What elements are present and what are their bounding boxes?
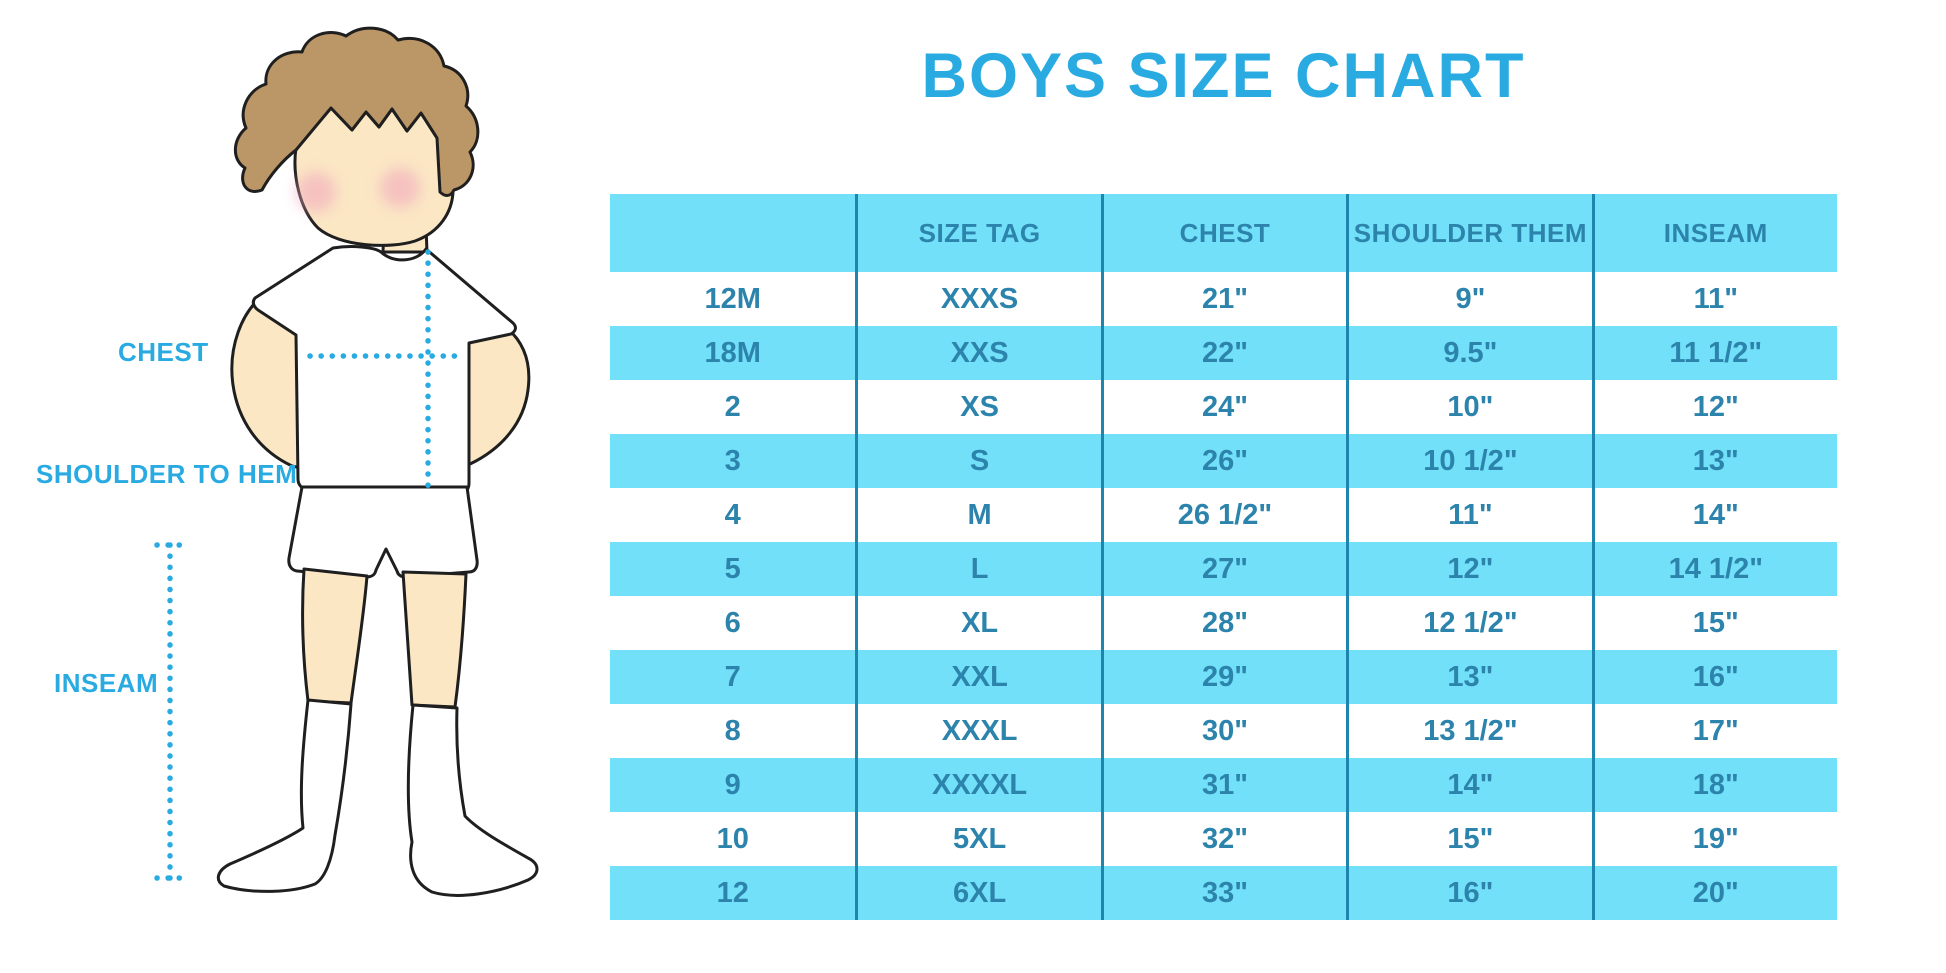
table-cell: 5XL: [855, 812, 1100, 866]
table-cell: XXXS: [855, 272, 1100, 326]
table-header-row: SIZE TAG CHEST SHOULDER THEM INSEAM: [610, 194, 1837, 272]
boy-left-blush: [296, 172, 336, 212]
table-cell: 31": [1100, 758, 1346, 812]
table-cell: L: [855, 542, 1100, 596]
table-cell: 16": [1346, 866, 1591, 920]
boy-hair: [233, 26, 480, 197]
table-cell: 15": [1591, 596, 1837, 650]
table-cell: 17": [1591, 704, 1837, 758]
table-cell: 24": [1100, 380, 1346, 434]
table-body: 12M XXXS 21" 9" 11" 18M XXS 22" 9.5" 11 1/2" 2 XS 24…: [610, 272, 1837, 920]
header-cell-blank: [610, 194, 855, 272]
table-cell: 22": [1100, 326, 1346, 380]
table-cell: 11 1/2": [1591, 326, 1837, 380]
boy-right-blush: [380, 168, 420, 208]
table-cell: XXXL: [855, 704, 1100, 758]
table-cell: 4: [724, 498, 741, 531]
table-cell: 15": [1346, 812, 1591, 866]
chest-label: CHEST: [118, 337, 209, 367]
table-cell: 32": [1100, 812, 1346, 866]
boy-left-leg: [301, 567, 369, 705]
boy-right-leg: [401, 570, 468, 709]
table-cell: 13 1/2": [1346, 704, 1591, 758]
table-row: 8 XXXL 30" 13 1/2" 17": [610, 704, 1837, 758]
table-cell: 12": [1346, 542, 1591, 596]
shoulder-to-hem-label: SHOULDER TO HEM: [36, 459, 298, 489]
table-row: 12 6XL 33" 16" 20": [610, 866, 1837, 920]
boy-shorts: [287, 485, 479, 579]
table-cell: 7: [724, 660, 741, 693]
table-cell: 11": [1346, 488, 1591, 542]
page-title: BOYS SIZE CHART: [921, 41, 1526, 111]
table-cell: 9.5": [1346, 326, 1591, 380]
table-cell: 30": [1100, 704, 1346, 758]
table-cell: S: [855, 434, 1100, 488]
table-cell: 12": [1591, 380, 1837, 434]
table-row: 7 XXL 29" 13" 16": [610, 650, 1837, 704]
table-cell: 14": [1591, 488, 1837, 542]
table-cell: 5: [724, 552, 741, 585]
table-row: 10 5XL 32" 15" 19": [610, 812, 1837, 866]
table-cell: 21": [1100, 272, 1346, 326]
table-cell: 13": [1346, 650, 1591, 704]
table-cell: 6XL: [855, 866, 1100, 920]
table-cell: 29": [1100, 650, 1346, 704]
table-cell: 33": [1100, 866, 1346, 920]
table-cell: 14": [1346, 758, 1591, 812]
header-cell-chest: CHEST: [1100, 194, 1346, 272]
table-cell: 13": [1591, 434, 1837, 488]
size-table: SIZE TAG CHEST SHOULDER THEM INSEAM 12M X…: [610, 194, 1837, 920]
table-cell: 2: [724, 390, 741, 423]
table-cell: 14 1/2": [1591, 542, 1837, 596]
table-row: 3 S 26" 10 1/2" 13": [610, 434, 1837, 488]
boy-right-sock: [406, 703, 539, 897]
table-row: 12M XXXS 21" 9" 11": [610, 272, 1837, 326]
table-cell: XL: [855, 596, 1100, 650]
table-cell: 20": [1591, 866, 1837, 920]
inseam-label: INSEAM: [54, 668, 159, 698]
table-row: 5 L 27" 12" 14 1/2": [610, 542, 1837, 596]
table-cell: 8: [724, 714, 741, 747]
table-row: 6 XL 28" 12 1/2" 15": [610, 596, 1837, 650]
table-cell: 6: [724, 606, 741, 639]
boy-illustration: [154, 26, 539, 897]
table-cell: 16": [1591, 650, 1837, 704]
table-cell: 9: [724, 768, 741, 801]
table-cell: 10": [1346, 380, 1591, 434]
table-cell: M: [855, 488, 1100, 542]
inseam-measure-line: [154, 542, 193, 881]
table-row: 9 XXXXL 31" 14" 18": [610, 758, 1837, 812]
table-cell: 27": [1100, 542, 1346, 596]
boy-left-sock: [216, 698, 353, 893]
table-row: 18M XXS 22" 9.5" 11 1/2": [610, 326, 1837, 380]
table-cell: 3: [724, 444, 741, 477]
table-cell: 10 1/2": [1346, 434, 1591, 488]
table-cell: 11": [1591, 272, 1837, 326]
table-cell: 28": [1100, 596, 1346, 650]
table-cell: XXS: [855, 326, 1100, 380]
header-cell-inseam: INSEAM: [1591, 194, 1837, 272]
table-cell: XXL: [855, 650, 1100, 704]
table-cell: 12 1/2": [1346, 596, 1591, 650]
table-cell: 12M: [704, 282, 761, 315]
table-row: 2 XS 24" 10" 12": [610, 380, 1837, 434]
table-cell: 9": [1346, 272, 1591, 326]
table-cell: 18M: [704, 336, 761, 369]
table-cell: 10: [716, 822, 749, 855]
table-row: 4 M 26 1/2" 11" 14": [610, 488, 1837, 542]
table-cell: 26 1/2": [1100, 488, 1346, 542]
header-cell-size-tag: SIZE TAG: [855, 194, 1100, 272]
table-cell: XS: [855, 380, 1100, 434]
header-cell-shoulder: SHOULDER THEM: [1346, 194, 1591, 272]
table-cell: 12: [716, 876, 749, 909]
table-cell: 26": [1100, 434, 1346, 488]
table-cell: 19": [1591, 812, 1837, 866]
table-cell: XXXXL: [855, 758, 1100, 812]
table-cell: 18": [1591, 758, 1837, 812]
